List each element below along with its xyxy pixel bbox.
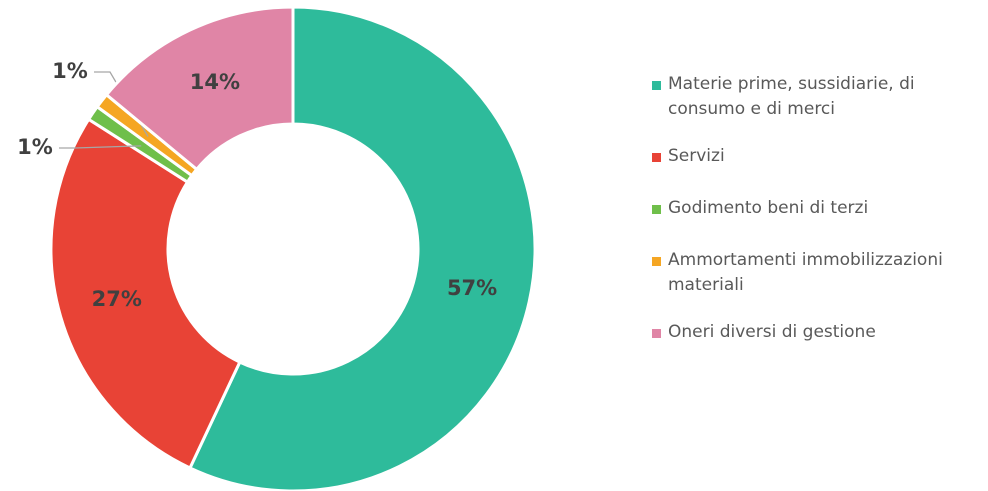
data-label: 57%	[447, 276, 497, 300]
legend-item: Servizi	[652, 144, 972, 169]
legend-swatch	[652, 153, 661, 162]
legend-swatch	[652, 81, 661, 90]
legend-label: Godimento beni di terzi	[668, 198, 869, 218]
legend-swatch	[652, 205, 661, 214]
legend-item: Materie prime, sussidiarie, di consumo e…	[652, 72, 972, 122]
legend: Materie prime, sussidiarie, di consumo e…	[652, 72, 972, 372]
legend-label: Materie prime, sussidiarie, di consumo e…	[668, 74, 915, 119]
data-label: 1%	[52, 59, 88, 83]
legend-label: Ammortamenti immobilizzazioni materiali	[668, 250, 943, 295]
data-label: 27%	[92, 287, 142, 311]
legend-item: Oneri diversi di gestione	[652, 320, 972, 345]
data-label: 1%	[17, 135, 53, 159]
donut-slice	[49, 117, 242, 470]
legend-swatch	[652, 257, 661, 266]
data-label: 14%	[190, 70, 240, 94]
chart: 57% 27% 1% 1% 14%	[17, 5, 537, 491]
legend-label: Oneri diversi di gestione	[668, 322, 876, 342]
leader-line	[59, 145, 142, 149]
legend-label: Servizi	[668, 146, 725, 166]
legend-item: Ammortamenti immobilizzazioni materiali	[652, 248, 972, 298]
legend-item: Godimento beni di terzi	[652, 196, 972, 221]
legend-swatch	[652, 329, 661, 338]
donut-slice	[187, 5, 537, 491]
donut-slice	[104, 5, 295, 172]
